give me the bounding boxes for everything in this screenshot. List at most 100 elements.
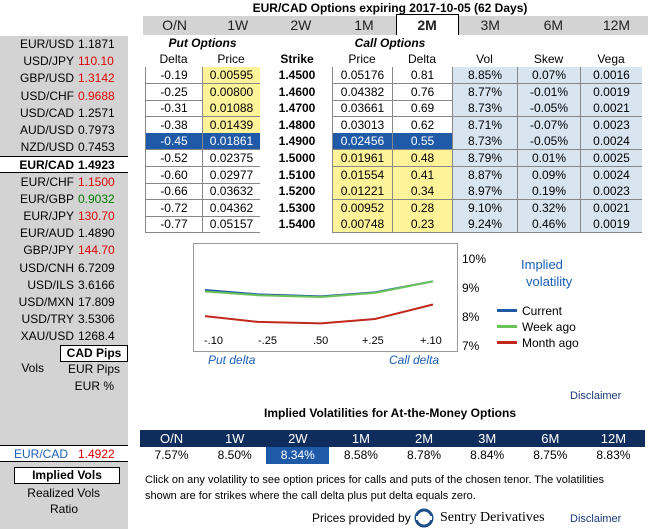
table-cell[interactable]: 0.01554: [332, 166, 392, 184]
table-cell[interactable]: -0.52: [145, 150, 202, 167]
table-cell[interactable]: 0.02456: [332, 133, 392, 151]
atm-tenor-on[interactable]: O/N: [160, 431, 184, 446]
table-cell[interactable]: 8.87%: [452, 166, 517, 184]
table-cell[interactable]: -0.07%: [517, 116, 580, 134]
table-cell[interactable]: 0.01221: [332, 183, 392, 201]
pair-row-eur-aud[interactable]: EUR/AUD 1.4890: [0, 225, 128, 242]
atm-tenor-12m[interactable]: 12M: [600, 431, 627, 446]
implied-vols-button[interactable]: Implied Vols: [14, 467, 120, 484]
tab-12m[interactable]: 12M: [602, 17, 631, 33]
table-cell[interactable]: 9.24%: [452, 216, 517, 234]
atm-tenor-6m[interactable]: 6M: [541, 431, 560, 446]
ratio-option[interactable]: Ratio: [49, 502, 78, 516]
pair-row-eur-cad[interactable]: EUR/CAD 1.4923: [0, 156, 128, 174]
pair-row-usd-cnh[interactable]: USD/CNH 6.7209: [0, 260, 128, 277]
table-cell[interactable]: 0.03632: [202, 183, 260, 201]
pair-row-eur-gbp[interactable]: EUR/GBP 0.9032: [0, 191, 128, 208]
table-cell[interactable]: 0.41: [392, 166, 452, 184]
table-cell[interactable]: 8.73%: [452, 133, 517, 151]
table-cell[interactable]: 0.00800: [202, 83, 260, 101]
table-cell[interactable]: 0.32%: [517, 199, 580, 217]
table-cell[interactable]: 0.55: [392, 133, 452, 151]
pair-row-gbp-usd[interactable]: GBP/USD 1.3142: [0, 70, 128, 87]
table-cell[interactable]: 0.0021: [580, 199, 642, 217]
table-cell[interactable]: 0.69: [392, 100, 452, 118]
table-cell[interactable]: -0.72: [145, 199, 202, 217]
table-cell[interactable]: -0.19: [145, 67, 202, 84]
table-cell[interactable]: -0.05%: [517, 100, 580, 118]
tab-2m[interactable]: 2M: [395, 14, 459, 35]
eur-percent-option[interactable]: EUR %: [74, 379, 114, 393]
atm-disclaimer-link[interactable]: Disclaimer: [570, 513, 622, 525]
tab-3m[interactable]: 3M: [480, 17, 500, 33]
table-cell[interactable]: -0.25: [145, 83, 202, 101]
table-cell[interactable]: 0.28: [392, 199, 452, 217]
realized-vols-option[interactable]: Realized Vols: [27, 486, 100, 500]
tab-2w[interactable]: 2W: [290, 17, 312, 33]
table-cell[interactable]: 0.0016: [580, 67, 642, 84]
pair-row-nzd-usd[interactable]: NZD/USD 0.7453: [0, 139, 128, 156]
table-cell[interactable]: -0.01%: [517, 83, 580, 101]
pair-row-usd-chf[interactable]: USD/CHF 0.9688: [0, 88, 128, 105]
pair-row-usd-cad[interactable]: USD/CAD 1.2571: [0, 105, 128, 122]
table-cell[interactable]: 9.10%: [452, 199, 517, 217]
table-cell[interactable]: 0.01439: [202, 116, 260, 134]
table-cell[interactable]: 0.0023: [580, 183, 642, 201]
pair-row-xau-usd[interactable]: XAU/USD 1268.4: [0, 328, 128, 345]
table-cell[interactable]: 0.0023: [580, 116, 642, 134]
table-cell[interactable]: 0.23: [392, 216, 452, 234]
atm-vol-3[interactable]: 8.58%: [343, 448, 378, 462]
table-cell[interactable]: 0.05157: [202, 216, 260, 234]
table-cell[interactable]: 0.02375: [202, 150, 260, 167]
table-cell[interactable]: 0.00952: [332, 199, 392, 217]
table-cell[interactable]: 0.46%: [517, 216, 580, 234]
table-cell[interactable]: 0.00748: [332, 216, 392, 234]
tab-1w[interactable]: 1W: [227, 17, 249, 33]
pair-row-eur-jpy[interactable]: EUR/JPY 130.70: [0, 208, 128, 225]
pair-row-eur-usd[interactable]: EUR/USD 1.1871: [0, 36, 128, 53]
table-cell[interactable]: -0.45: [145, 133, 202, 151]
table-cell[interactable]: 0.04382: [332, 83, 392, 101]
table-cell[interactable]: 0.48: [392, 150, 452, 167]
atm-tenor-3m[interactable]: 3M: [478, 431, 497, 446]
atm-vol-7[interactable]: 8.83%: [596, 448, 631, 462]
table-cell[interactable]: 8.85%: [452, 67, 517, 84]
table-cell[interactable]: 8.71%: [452, 116, 517, 134]
table-cell[interactable]: 0.0024: [580, 166, 642, 184]
tab-1m[interactable]: 1M: [354, 17, 374, 33]
table-cell[interactable]: 0.04362: [202, 199, 260, 217]
table-cell[interactable]: 0.02977: [202, 166, 260, 184]
table-cell[interactable]: -0.31: [145, 100, 202, 118]
table-cell[interactable]: 0.05176: [332, 67, 392, 84]
atm-tenor-1w[interactable]: 1W: [224, 431, 245, 446]
table-cell[interactable]: -0.60: [145, 166, 202, 184]
table-cell[interactable]: 8.73%: [452, 100, 517, 118]
table-cell[interactable]: 0.0024: [580, 133, 642, 151]
table-cell[interactable]: -0.05%: [517, 133, 580, 151]
pair-row-usd-try[interactable]: USD/TRY 3.5306: [0, 311, 128, 328]
table-cell[interactable]: 0.0019: [580, 83, 642, 101]
atm-tenor-2w[interactable]: 2W: [288, 431, 308, 446]
atm-vol-1[interactable]: 8.50%: [217, 448, 252, 462]
table-cell[interactable]: 0.19%: [517, 183, 580, 201]
table-cell[interactable]: -0.38: [145, 116, 202, 134]
atm-vol-5[interactable]: 8.84%: [470, 448, 505, 462]
table-cell[interactable]: 0.0019: [580, 216, 642, 234]
pair-row-usd-mxn[interactable]: USD/MXN 17.809: [0, 294, 128, 311]
table-cell[interactable]: -0.77: [145, 216, 202, 234]
table-cell[interactable]: 0.01%: [517, 150, 580, 167]
pair-row-gbp-jpy[interactable]: GBP/JPY 144.70: [0, 242, 128, 259]
pair-row-aud-usd[interactable]: AUD/USD 0.7973: [0, 122, 128, 139]
eur-pips-option[interactable]: EUR Pips: [67, 362, 120, 376]
table-cell[interactable]: 0.01961: [332, 150, 392, 167]
atm-tenor-1m[interactable]: 1M: [351, 431, 370, 446]
table-cell[interactable]: 0.09%: [517, 166, 580, 184]
atm-vol-2[interactable]: 8.34%: [266, 447, 330, 464]
table-cell[interactable]: 0.01861: [202, 133, 260, 151]
table-cell[interactable]: 8.77%: [452, 83, 517, 101]
table-cell[interactable]: 0.03013: [332, 116, 392, 134]
cad-pips-button[interactable]: CAD Pips: [60, 345, 128, 362]
table-cell[interactable]: 0.34: [392, 183, 452, 201]
pair-row-eur-chf[interactable]: EUR/CHF 1.1500: [0, 174, 128, 191]
table-cell[interactable]: 0.01088: [202, 100, 260, 118]
